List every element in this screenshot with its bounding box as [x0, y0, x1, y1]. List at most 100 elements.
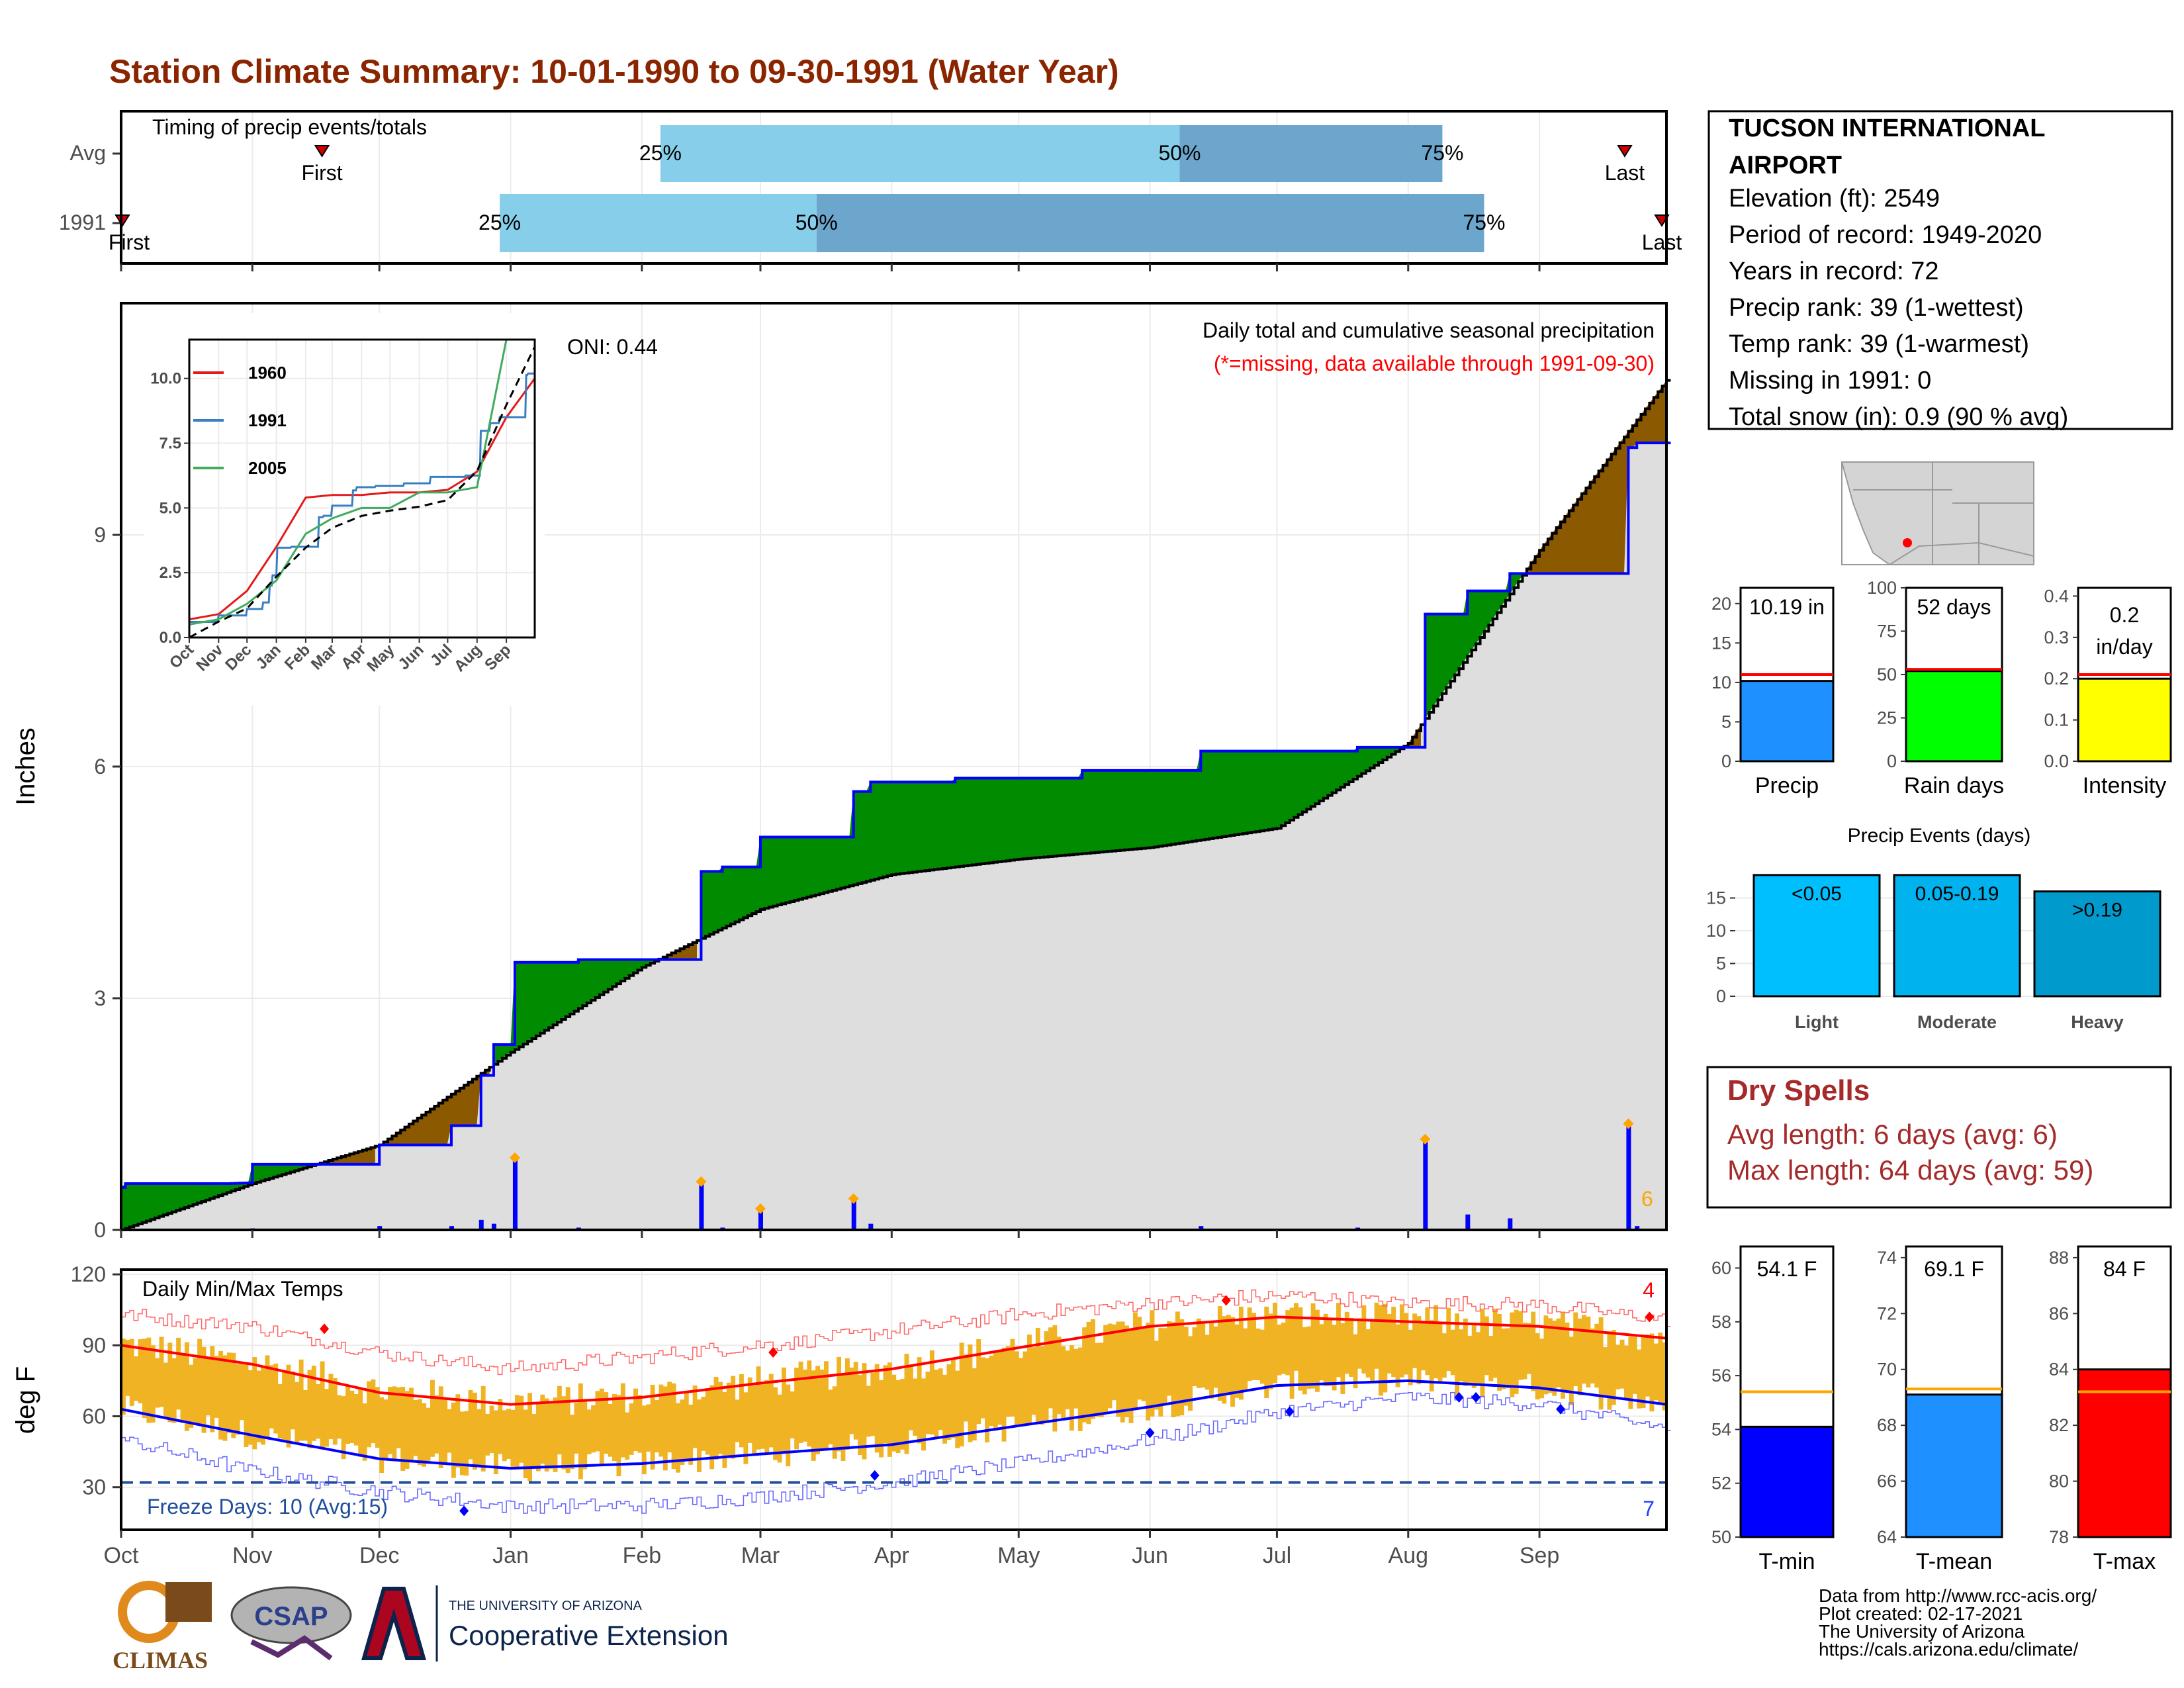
daily-temp-bar [1052, 1325, 1058, 1432]
daily-temp-bar [265, 1355, 270, 1438]
daily-temp-bar [1306, 1326, 1312, 1389]
daily-temp-bar [1467, 1335, 1473, 1383]
large-event-marker [509, 1152, 520, 1163]
daily-temp-bar [1061, 1346, 1066, 1421]
inset-line-avg [189, 346, 536, 639]
daily-temp-bar [1387, 1313, 1392, 1374]
daily-precip-bar [512, 1159, 518, 1230]
daily-temp-bar [586, 1409, 592, 1454]
daily-temp-bar [1154, 1340, 1159, 1410]
credit-line-3: The University of Arizona [1819, 1621, 2025, 1642]
avg-max-line [120, 1315, 1667, 1406]
daily-temp-bar [1582, 1315, 1586, 1384]
credit-line-2: Plot created: 02-17-2021 [1819, 1603, 2023, 1624]
daily-temp-bar [434, 1395, 439, 1454]
dry-spells: Dry Spells Avg length: 6 days (avg: 6) M… [1706, 1066, 2172, 1209]
record-high-marker [1221, 1295, 1231, 1306]
daily-temp-bar [1598, 1317, 1604, 1410]
daily-temp-bar [413, 1399, 418, 1456]
precip-event-category: Light [1795, 1012, 1839, 1032]
daily-temp-bar [400, 1387, 406, 1471]
timing-bar-50-75 [816, 194, 1484, 252]
daily-temp-bar [1619, 1339, 1625, 1389]
daily-temp-bar [964, 1354, 968, 1422]
daily-temp-bar [1103, 1325, 1109, 1415]
daily-temp-bar [671, 1383, 676, 1470]
temp-ytick-label: 60 [82, 1405, 106, 1429]
daily-temp-bar [561, 1396, 567, 1470]
record-min-line [121, 1391, 1671, 1514]
daily-temp-bar [849, 1367, 854, 1434]
daily-temp-bar [438, 1386, 443, 1468]
daily-temp-bar [1349, 1317, 1354, 1377]
mini-bar-tick-label: 0 [1887, 751, 1897, 771]
daily-temp-bar [1429, 1320, 1434, 1392]
daily-temp-bar [337, 1395, 342, 1439]
daily-temp-bar [443, 1397, 448, 1464]
temp-summary-tick-label: 64 [1877, 1527, 1897, 1547]
daily-temp-bar [684, 1391, 689, 1461]
daily-temp-bar [332, 1378, 338, 1445]
precip-event-bar-label: >0.19 [2072, 900, 2122, 921]
precip-count-label: 6 [1641, 1187, 1653, 1211]
daily-temp-bar [641, 1405, 647, 1475]
daily-temp-bar [531, 1413, 537, 1468]
daily-temp-bar [773, 1387, 778, 1460]
daily-temp-bar [201, 1346, 206, 1433]
temp-xtick-label: Feb [623, 1543, 662, 1568]
precip-event-bar-label: <0.05 [1792, 883, 1842, 905]
inset-legend-label: 1991 [248, 410, 287, 430]
daily-temp-bar [1192, 1327, 1197, 1387]
daily-temp-bar [866, 1385, 871, 1437]
daily-temp-bar [1243, 1328, 1248, 1389]
daily-temp-bar [498, 1399, 503, 1454]
daily-temp-bar [1357, 1318, 1362, 1369]
daily-temp-bar [464, 1411, 469, 1476]
mini-bar-value-label: 0.2 [2110, 603, 2139, 627]
daily-temp-bar [722, 1391, 727, 1468]
daily-temp-bar [1268, 1313, 1273, 1389]
daily-precip-bar [1199, 1226, 1204, 1230]
temp-summary-tick-label: 88 [2049, 1248, 2069, 1268]
credit-line-1: Data from http://www.rcc-acis.org/ [1819, 1585, 2097, 1606]
daily-temp-bar [1531, 1311, 1536, 1391]
daily-temp-bar [396, 1387, 401, 1448]
daily-temp-bar [1167, 1321, 1172, 1396]
daily-temp-bar [328, 1374, 334, 1439]
oni-label: ONI: 0.44 [567, 335, 658, 359]
daily-temp-bar [324, 1389, 329, 1447]
daily-temp-bar [743, 1392, 749, 1464]
daily-temp-bar [955, 1370, 960, 1448]
ua-small-text: THE UNIVERSITY OF ARIZONA [449, 1599, 643, 1613]
daily-temp-bar [269, 1365, 274, 1429]
timing-pct-label: 25% [478, 211, 521, 234]
daily-temp-bar [950, 1360, 956, 1438]
daily-temp-bar [904, 1354, 909, 1454]
daily-temp-bar [993, 1350, 998, 1431]
mini-bar-tick-label: 100 [1867, 578, 1897, 598]
timing-bar-25-50 [500, 194, 817, 252]
station-info: TUCSON INTERNATIONAL AIRPORT Elevation (… [1707, 110, 2173, 431]
daily-temp-bar [599, 1388, 604, 1466]
daily-temp-bar [667, 1382, 672, 1453]
record-low-marker [1285, 1406, 1295, 1417]
daily-temp-bar [1594, 1323, 1600, 1388]
daily-temp-bar [371, 1379, 376, 1444]
daily-temp-bar [781, 1367, 786, 1453]
daily-temp-bar [1302, 1327, 1307, 1395]
temp-summary-value [1905, 1393, 2003, 1538]
daily-temp-bar [929, 1350, 934, 1435]
daily-temp-bar [244, 1364, 249, 1448]
mini-bar-value-label: 52 days [1917, 595, 1991, 619]
temp-summary-chart: 50 52 54 56 58 60 54.1 F T-min [1711, 1245, 1835, 1574]
daily-temp-bar [388, 1387, 392, 1454]
daily-temp-bar [1183, 1327, 1189, 1406]
precip-event-category: Moderate [1917, 1012, 1997, 1032]
daily-temp-bar [1010, 1338, 1015, 1417]
record-low-marker [1145, 1427, 1155, 1438]
daily-temp-bar [295, 1382, 300, 1443]
timing-row-label: Avg [69, 141, 106, 165]
daily-temp-bar [1205, 1335, 1210, 1390]
page-title: Station Climate Summary: 10-01-1990 to 0… [109, 53, 1119, 90]
daily-precip-bar [1635, 1226, 1640, 1230]
